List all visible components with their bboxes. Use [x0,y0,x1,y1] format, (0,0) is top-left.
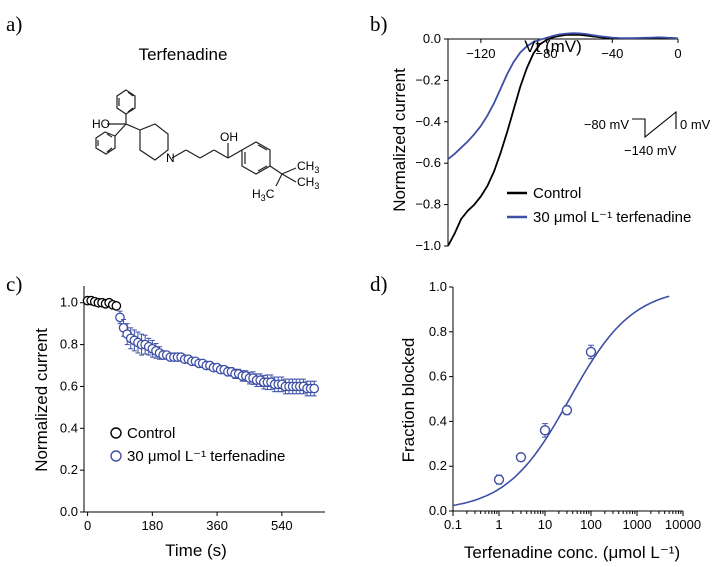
methyl-right: CH3 [297,175,319,191]
chart-b-ylabel: Normalized current [390,68,409,212]
hill-fit-curve [452,295,670,507]
chart-b-ytick-label: −1.0 [415,238,441,253]
chart-b-ytick-label: 0.0 [423,31,441,46]
chart-d-ytick-label: 0.8 [429,324,447,339]
chart-c-ytick-label: 0.0 [60,504,78,519]
chart-d-xtick-label: 10 [538,517,552,532]
chart-b: 0.0 −0.2 −0.4 −0.6 −0.8 −1.0 −120 −80 −40 0 Vt (m… [390,31,711,253]
legend-label-control: Control [127,425,175,442]
terfenadine-structure: Terfenadine [92,45,319,203]
chart-c: 0.0 0.2 0.4 0.6 0.8 1.0 0 180 360 540 Time (s) No… [32,286,325,560]
panel-label-b: b) [370,12,388,36]
legend-marker-terfenadine [110,450,122,462]
atom-n: N [166,151,175,165]
protocol-high-label: 0 mV [680,117,711,132]
panel-label-d: d) [370,272,388,296]
chart-b-xlabel: Vt (mV) [524,37,582,56]
chart-c-xlabel: Time (s) [165,541,227,560]
series-terfenadine-line [447,32,679,160]
panel-label-c: c) [6,272,22,296]
chart-d-axes: 0.0 0.2 0.4 0.6 0.8 1.0 0.1 1 10 100 1000 10000 [429,279,701,532]
phenyl-ring-top [116,89,136,115]
chart-b-legend: Control 30 μmol L⁻¹ terfenadine [507,185,691,226]
chart-c-series [82,295,320,397]
chart-b-ytick-label: −0.6 [415,155,441,170]
point-terfenadine [309,383,320,394]
chart-c-axes: 0.0 0.2 0.4 0.6 0.8 1.0 0 180 360 540 [60,286,325,533]
chart-c-ytick-label: 0.6 [60,378,78,393]
panel-label-a: a) [6,12,22,36]
chart-b-xtick-label: −40 [601,46,623,61]
chart-c-xtick-label: 180 [141,518,163,533]
point-control [111,301,122,311]
chart-b-xtick-label: 0 [674,46,681,61]
point-dose [561,405,573,416]
chart-c-ytick-label: 1.0 [60,295,78,310]
legend-label-control: Control [533,185,581,202]
atom-ho: HO [92,117,110,131]
point-terfenadine [115,312,125,323]
chart-b-axes: 0.0 −0.2 −0.4 −0.6 −0.8 −1.0 −120 −80 −40 0 [415,31,681,253]
protocol-hold-label: −80 mV [584,117,629,132]
methyl-top: CH3 [297,159,319,175]
chart-b-ytick-label: −0.8 [415,197,441,212]
chart-d-xtick-label: 10000 [665,517,701,532]
chart-c-legend: Control 30 μmol L⁻¹ terfenadine [110,425,285,465]
chart-d-ylabel: Fraction blocked [399,338,418,463]
chart-d-xlabel: Terfenadine conc. (μmol L⁻¹) [464,543,680,562]
chart-c-xtick-label: 0 [84,518,91,533]
chart-d-ytick-label: 1.0 [429,279,447,294]
point-dose [585,346,597,358]
chart-d-ytick-label: 0.2 [429,458,447,473]
chart-b-ytick-label: −0.2 [415,72,441,87]
legend-label-terfenadine: 30 μmol L⁻¹ terfenadine [533,209,691,226]
voltage-protocol: −80 mV −140 mV 0 mV [584,110,711,158]
point-dose [539,425,551,436]
protocol-trace [632,110,677,139]
atom-oh: OH [220,130,238,144]
chart-d-xtick-label: 1000 [623,517,652,532]
phenyl-ring-bottom [95,131,116,155]
legend-label-terfenadine: 30 μmol L⁻¹ terfenadine [127,448,285,465]
chart-d: 0.0 0.2 0.4 0.6 0.8 1.0 0.1 1 10 100 1000 10000 Ter… [399,279,701,562]
chart-c-xtick-label: 360 [206,518,228,533]
chart-c-ytick-label: 0.8 [60,337,78,352]
chart-c-ytick-label: 0.2 [60,462,78,477]
chart-d-xtick-label: 0.1 [444,517,462,532]
protocol-low-label: −140 mV [624,143,677,158]
methyl-left: H3C [252,187,275,203]
chart-c-ytick-label: 0.4 [60,420,78,435]
legend-marker-control [110,427,122,439]
piperidine-ring [139,123,169,161]
chart-b-ytick-label: −0.4 [415,114,441,129]
chart-d-ytick-label: 0.4 [429,413,447,428]
point-dose [515,452,527,463]
chart-c-xtick-label: 540 [271,518,293,533]
chart-d-xtick-label: 1 [495,517,502,532]
molecule-title: Terfenadine [139,45,228,64]
phenyl-ring-right [241,141,271,175]
chart-b-series [447,32,679,247]
chart-b-xtick-label: −80 [536,46,558,61]
chart-c-ylabel: Normalized current [32,328,51,472]
chart-d-ytick-label: 0.6 [429,369,447,384]
point-dose [493,474,505,485]
chart-b-xtick-label: −120 [466,46,495,61]
chart-d-ytick-label: 0.0 [429,503,447,518]
chart-d-series [452,295,670,507]
chart-d-xtick-label: 100 [580,517,602,532]
